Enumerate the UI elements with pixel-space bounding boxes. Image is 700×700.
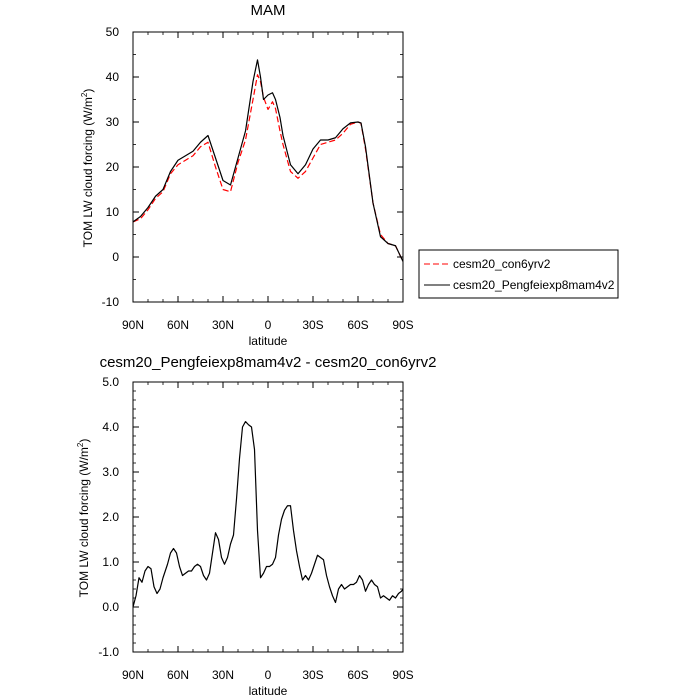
panel2-ytick-label: -1.0 — [98, 645, 119, 659]
panel1-ytick-label: -10 — [102, 295, 120, 309]
bottom-panel: cesm20_Pengfeiexp8mam4v2 - cesm20_con6yr… — [76, 354, 436, 698]
panel1-series-line-1 — [132, 59, 404, 262]
panel1-xtick-label: 90N — [122, 318, 144, 332]
panel1-plot-area — [132, 59, 404, 262]
panel2-xtick-label: 90S — [392, 668, 413, 682]
panel1-ylabel: TOM LW cloud forcing (W/m2) — [80, 89, 95, 248]
panel1-xtick-label: 0 — [265, 318, 272, 332]
panel1-ytick-label: 20 — [106, 160, 120, 174]
panel1-ytick-label: 0 — [112, 250, 119, 264]
panel1-title: MAM — [251, 2, 286, 19]
panel2-plot-area — [132, 421, 404, 608]
panel2-ytick-label: 3.0 — [102, 465, 119, 479]
panel1-ytick-label: 30 — [106, 115, 120, 129]
panel2-xlabel: latitude — [249, 684, 288, 698]
panel1-axes: -10 0 10 20 30 40 50 90N 60N 30N 0 30S 60S 90S — [102, 25, 414, 332]
panel2-series-line-0 — [132, 421, 404, 608]
panel1-ytick-label: 40 — [106, 70, 120, 84]
panel1-xlabel: latitude — [249, 334, 288, 348]
panel2-ytick-label: 2.0 — [102, 510, 119, 524]
top-panel: MAM -10 0 10 20 30 40 50 90N 60N 30N 0 30S 60S 90S la… — [80, 2, 414, 348]
panel1-series-line-0 — [132, 74, 404, 262]
panel2-xtick-label: 30N — [212, 668, 234, 682]
panel2-ylabel: TOM LW cloud forcing (W/m2) — [76, 439, 91, 598]
panel1-xtick-label: 90S — [392, 318, 413, 332]
panel2-title: cesm20_Pengfeiexp8mam4v2 - cesm20_con6yr… — [100, 354, 437, 371]
panel2-xtick-label: 60S — [347, 668, 368, 682]
legend-box — [418, 249, 619, 299]
panel1-ytick-label: 10 — [106, 205, 120, 219]
panel1-xtick-label: 30S — [302, 318, 323, 332]
panel2-ytick-label: 0.0 — [102, 600, 119, 614]
panel2-ytick-label: 4.0 — [102, 420, 119, 434]
legend-label-con6yrv2: cesm20_con6yrv2 — [453, 257, 551, 271]
panel2-axes: -1.0 0.0 1.0 2.0 3.0 4.0 5.0 90N 60N 30N 0 30S 60S 90… — [98, 375, 413, 682]
panel2-xtick-label: 0 — [265, 668, 272, 682]
legend-label-pengfei: cesm20_Pengfeiexp8mam4v2 — [453, 278, 615, 292]
panel2-ytick-label: 1.0 — [102, 555, 119, 569]
panel2-frame — [132, 381, 404, 653]
panel2-xtick-label: 90N — [122, 668, 144, 682]
panel1-ytick-label: 50 — [106, 25, 120, 39]
panel1-xtick-label: 60S — [347, 318, 368, 332]
panel2-ytick-label: 5.0 — [102, 375, 119, 389]
panel1-xtick-label: 30N — [212, 318, 234, 332]
legend: cesm20_con6yrv2 cesm20_Pengfeiexp8mam4v2 — [418, 249, 619, 299]
panel1-xtick-label: 60N — [167, 318, 189, 332]
panel2-xtick-label: 60N — [167, 668, 189, 682]
panel2-xtick-label: 30S — [302, 668, 323, 682]
